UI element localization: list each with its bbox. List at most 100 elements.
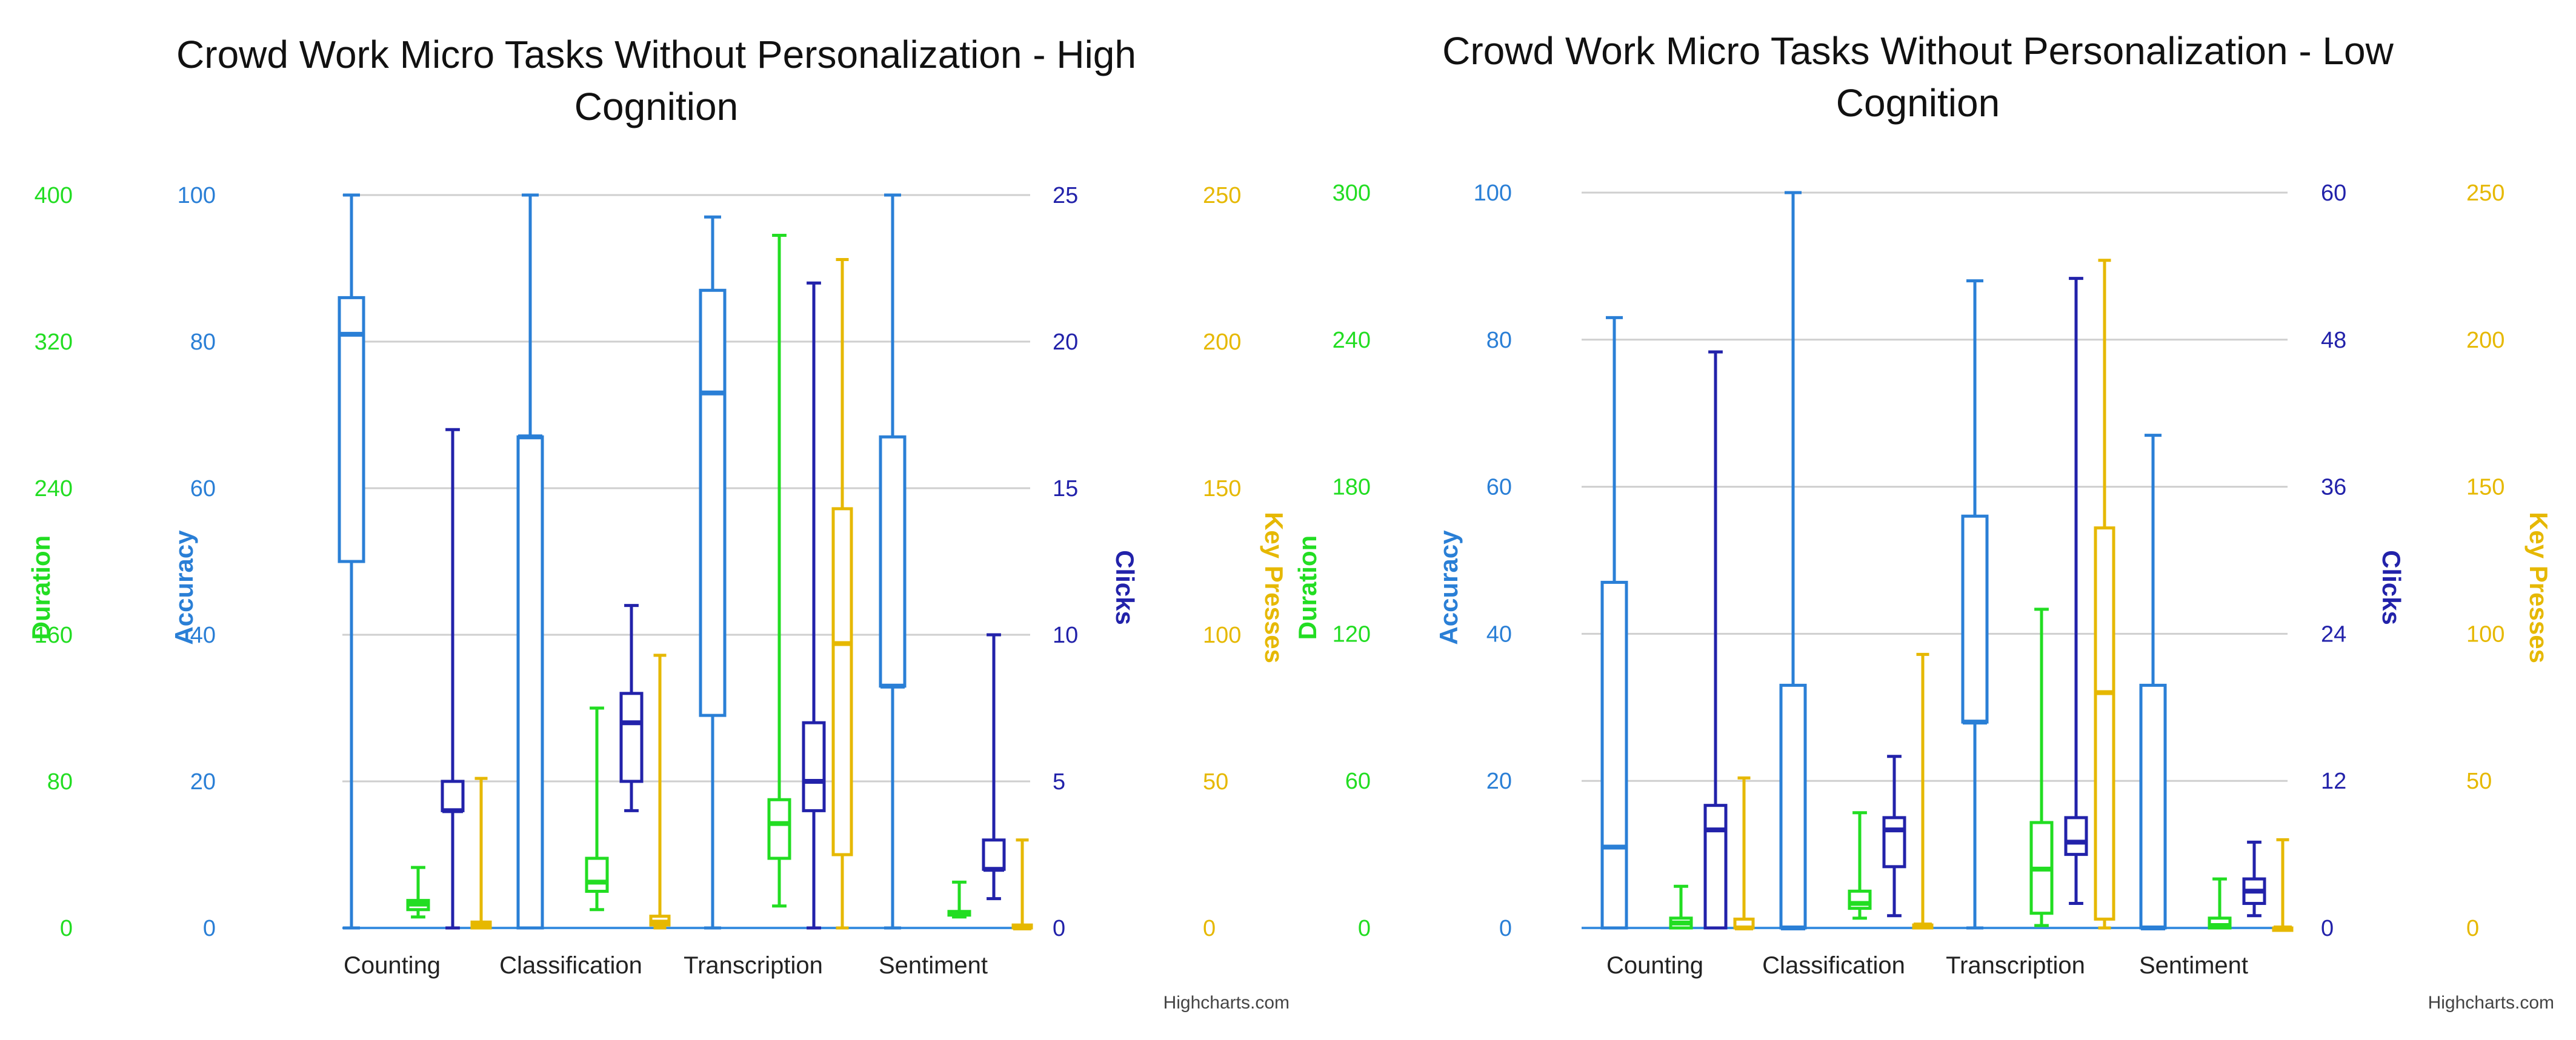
clicks-tick-label: 24: [2321, 621, 2346, 647]
box-clicks-classification[interactable]: [1882, 755, 1906, 918]
accuracy-axis: 0 20 40 60 80 100: [178, 183, 216, 941]
box-duration-counting[interactable]: [406, 866, 430, 919]
duration-tick-label: 300: [1333, 181, 1371, 206]
category-labels: Counting Classification Transcription Senti…: [344, 952, 988, 979]
clicks-tick-label: 15: [1053, 476, 1078, 502]
key-presses-tick-label: 50: [1203, 769, 1228, 795]
chart-high-cognition: Crowd Work Micro Tasks Without Personali…: [27, 33, 1290, 1013]
box-duration-transcription[interactable]: [767, 234, 791, 908]
clicks-tick-label: 25: [1053, 183, 1078, 208]
clicks-tick-label: 48: [2321, 328, 2346, 353]
key-presses-tick-label: 150: [2466, 475, 2504, 500]
axis-title-accuracy: Accuracy: [170, 530, 198, 645]
box-clicks-transcription[interactable]: [802, 281, 826, 930]
axis-title-duration: Duration: [1293, 535, 1322, 640]
category-label: Sentiment: [2139, 952, 2248, 979]
box-key-presses-sentiment[interactable]: [1011, 838, 1033, 930]
clicks-tick-label: 5: [1053, 769, 1065, 795]
accuracy-tick-label: 20: [1486, 769, 1512, 794]
box-body: [619, 692, 644, 783]
box-body: [1779, 683, 1807, 930]
duration-tick-label: 320: [35, 330, 73, 355]
key-presses-axis: 0 50 100 150 200 250: [1203, 183, 1241, 941]
box-clicks-counting[interactable]: [1703, 350, 1728, 930]
credits[interactable]: Highcharts.com: [1163, 993, 1290, 1013]
box-body: [516, 435, 544, 930]
box-duration-transcription[interactable]: [2029, 608, 2054, 927]
box-key-presses-transcription[interactable]: [2094, 259, 2115, 930]
box-body: [2139, 683, 2167, 930]
box-clicks-sentiment[interactable]: [2242, 840, 2266, 918]
chart-title-line-2: Cognition: [574, 85, 738, 128]
key-presses-tick-label: 150: [1203, 476, 1241, 502]
box-accuracy-counting[interactable]: [1600, 316, 1628, 930]
duration-tick-label: 240: [35, 476, 73, 502]
boxes: [1600, 191, 2294, 932]
chart-title-line-1: Crowd Work Micro Tasks Without Personali…: [1442, 29, 2394, 73]
axis-title-clicks: Clicks: [2377, 550, 2406, 625]
category-label: Counting: [344, 952, 441, 979]
box-clicks-counting[interactable]: [441, 428, 465, 930]
box-accuracy-classification[interactable]: [1779, 191, 1807, 930]
key-presses-tick-label: 250: [2466, 181, 2504, 206]
box-body: [1703, 804, 1728, 930]
chart-title-line-1: Crowd Work Micro Tasks Without Personali…: [176, 33, 1136, 76]
accuracy-tick-label: 0: [1499, 916, 1512, 941]
accuracy-tick-label: 60: [1486, 475, 1512, 500]
box-duration-classification[interactable]: [1848, 811, 1872, 920]
box-duration-counting[interactable]: [1669, 884, 1693, 930]
category-label: Classification: [1762, 952, 1905, 979]
box-body: [699, 288, 727, 717]
box-accuracy-counting[interactable]: [338, 193, 365, 930]
box-clicks-classification[interactable]: [619, 604, 644, 812]
axis-title-key-presses: Key Presses: [1260, 512, 1288, 663]
box-key-presses-transcription[interactable]: [831, 257, 853, 930]
clicks-tick-label: 60: [2321, 181, 2346, 206]
box-accuracy-transcription[interactable]: [699, 215, 727, 930]
accuracy-tick-label: 0: [203, 916, 216, 941]
key-presses-tick-label: 0: [1203, 916, 1216, 941]
category-labels: Counting Classification Transcription Senti…: [1606, 952, 2248, 979]
axis-title-accuracy: Accuracy: [1434, 530, 1463, 645]
box-key-presses-counting[interactable]: [1733, 776, 1755, 930]
box-body: [1961, 514, 1989, 724]
key-presses-axis: 0 50 100 150 200 250: [2466, 181, 2504, 941]
accuracy-tick-label: 40: [1486, 621, 1512, 647]
boxes: [338, 193, 1033, 930]
accuracy-tick-label: 20: [190, 769, 216, 795]
box-accuracy-sentiment[interactable]: [2139, 434, 2167, 930]
box-body: [831, 507, 853, 856]
clicks-axis: 0 12 24 36 48 60: [2321, 181, 2346, 941]
box-body: [1882, 816, 1906, 869]
accuracy-tick-label: 80: [190, 330, 216, 355]
box-clicks-transcription[interactable]: [2064, 277, 2088, 906]
box-accuracy-sentiment[interactable]: [879, 193, 907, 930]
box-duration-sentiment[interactable]: [2208, 877, 2232, 930]
box-body: [802, 721, 826, 812]
accuracy-axis: 0 20 40 60 80 100: [1474, 181, 1512, 941]
clicks-tick-label: 12: [2321, 769, 2346, 794]
credits[interactable]: Highcharts.com: [2428, 993, 2554, 1013]
category-label: Sentiment: [879, 952, 988, 979]
accuracy-tick-label: 60: [190, 476, 216, 502]
box-accuracy-classification[interactable]: [516, 193, 544, 930]
box-accuracy-transcription[interactable]: [1961, 279, 1989, 930]
accuracy-tick-label: 100: [178, 183, 216, 208]
clicks-tick-label: 36: [2321, 475, 2346, 500]
key-presses-tick-label: 200: [2466, 328, 2504, 353]
box-body: [585, 856, 609, 893]
box-key-presses-sentiment[interactable]: [2272, 838, 2294, 932]
duration-tick-label: 0: [1358, 916, 1371, 941]
box-key-presses-classification[interactable]: [649, 654, 671, 930]
chart-title-line-2: Cognition: [1836, 81, 2000, 125]
box-body: [879, 435, 907, 688]
duration-tick-label: 120: [1333, 621, 1371, 647]
box-clicks-sentiment[interactable]: [982, 633, 1006, 901]
box-body: [2064, 816, 2088, 856]
box-duration-classification[interactable]: [585, 706, 609, 912]
box-key-presses-counting[interactable]: [470, 777, 492, 930]
box-key-presses-classification[interactable]: [1912, 652, 1934, 930]
axis-title-clicks: Clicks: [1111, 550, 1139, 625]
box-duration-sentiment[interactable]: [947, 880, 971, 919]
